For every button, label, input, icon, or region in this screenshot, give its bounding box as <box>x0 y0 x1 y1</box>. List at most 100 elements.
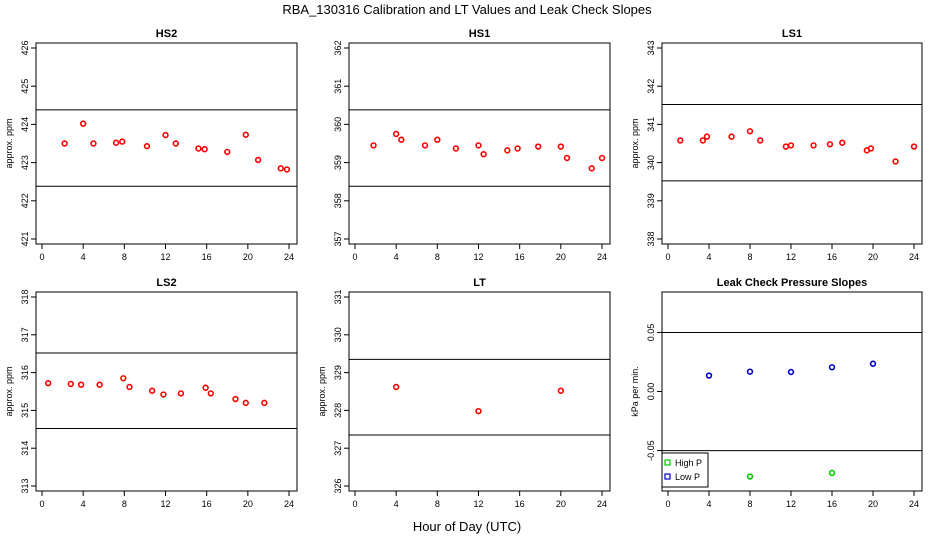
x-tick-label: 12 <box>786 252 796 262</box>
data-point <box>728 133 735 140</box>
panel-6: Leak Check Pressure Slopes 0 4 8 12 16 20 24 -0.… <box>630 277 923 509</box>
data-point <box>787 368 795 376</box>
x-tick-label: 24 <box>909 252 919 262</box>
data-point <box>703 133 711 140</box>
plot-frame <box>35 291 298 492</box>
panel-title: HS1 <box>469 28 490 40</box>
x-tick-label: 24 <box>284 252 294 262</box>
data-point <box>452 145 460 152</box>
x-tick-label: 16 <box>515 252 525 262</box>
x-tick-label: 16 <box>202 499 212 509</box>
panel-title: HS2 <box>156 28 177 40</box>
y-tick-label: 0.05 <box>646 324 656 342</box>
y-tick-label: 338 <box>646 231 656 246</box>
data-point <box>126 383 133 391</box>
data-point <box>787 142 795 149</box>
data-point <box>172 140 179 147</box>
legend-label: High P <box>675 458 702 468</box>
y-tick-label: 0.00 <box>646 383 656 401</box>
y-tick-label: -0.05 <box>646 440 656 461</box>
data-point <box>475 407 482 415</box>
y-tick-label: 341 <box>646 117 656 132</box>
x-tick-label: 4 <box>394 499 399 509</box>
data-point <box>195 145 202 152</box>
data-point <box>177 390 185 397</box>
plot-frame <box>348 291 611 492</box>
data-point <box>224 148 231 156</box>
data-point <box>254 156 262 164</box>
data-point <box>839 139 846 146</box>
x-tick-label: 0 <box>352 252 357 262</box>
data-point <box>392 383 400 391</box>
y-tick-label: 318 <box>20 289 30 304</box>
data-point <box>869 360 877 367</box>
y-tick-label: 326 <box>333 478 343 493</box>
data-point <box>67 380 75 388</box>
x-tick-label: 20 <box>243 499 253 509</box>
x-tick-label: 8 <box>122 499 127 509</box>
y-tick-label: 342 <box>646 79 656 94</box>
data-point <box>242 131 249 138</box>
data-point <box>826 141 834 148</box>
x-tick-label: 4 <box>394 252 399 262</box>
panel-title: LT <box>473 277 486 289</box>
data-point <box>112 139 120 146</box>
data-point <box>534 143 542 150</box>
panel-1: HS2 0 4 8 12 16 20 24 421 422 423 424 425 426 approx. … <box>4 28 298 262</box>
y-tick-label: 359 <box>333 155 343 170</box>
panel-title: LS1 <box>782 28 802 40</box>
panel-2: HS1 0 4 8 12 16 20 24 357 358 359 360 361 362 <box>333 28 611 262</box>
data-point <box>514 145 521 152</box>
x-tick-label: 8 <box>747 252 752 262</box>
data-point <box>588 165 595 172</box>
legend: High P Low P <box>661 452 709 488</box>
y-axis-label: approx. ppm <box>630 118 640 168</box>
panel-title: Leak Check Pressure Slopes <box>717 277 867 289</box>
y-axis-label: approx. ppm <box>317 366 327 416</box>
x-tick-label: 24 <box>597 252 607 262</box>
data-point <box>746 128 754 135</box>
data-point <box>90 140 97 147</box>
data-point <box>143 142 151 150</box>
data-point <box>757 137 764 144</box>
y-tick-label: 426 <box>20 40 30 55</box>
x-axis-label: Hour of Day (UTC) <box>413 519 521 534</box>
y-tick-label: 424 <box>20 117 30 132</box>
data-point <box>705 372 713 379</box>
y-tick-label: 329 <box>333 365 343 380</box>
x-tick-label: 0 <box>39 499 44 509</box>
x-tick-label: 12 <box>786 499 796 509</box>
y-tick-label: 422 <box>20 193 30 208</box>
y-tick-label: 327 <box>333 441 343 456</box>
x-tick-label: 0 <box>665 252 670 262</box>
data-point <box>61 140 68 147</box>
data-point <box>283 166 291 173</box>
data-point <box>261 399 268 407</box>
data-point <box>782 143 790 150</box>
data-point <box>160 391 167 398</box>
y-tick-label: 343 <box>646 40 656 55</box>
panel-3: LS1 0 4 8 12 16 20 24 338 339 340 341 342 343 approx. … <box>630 28 923 262</box>
x-tick-label: 0 <box>39 252 44 262</box>
data-point <box>242 399 249 407</box>
figure-title: RBA_130316 Calibration and LT Values and… <box>282 2 652 17</box>
x-tick-label: 4 <box>706 252 711 262</box>
data-point <box>828 364 836 371</box>
x-tick-label: 12 <box>160 499 170 509</box>
y-axis-label: kPa per min. <box>630 366 640 417</box>
y-tick-label: 317 <box>20 327 30 342</box>
data-point <box>810 142 817 149</box>
data-point <box>202 384 209 391</box>
x-tick-label: 20 <box>868 252 878 262</box>
x-tick-label: 24 <box>909 499 919 509</box>
data-point <box>746 368 754 375</box>
plot-frame <box>661 42 923 245</box>
y-tick-label: 357 <box>333 231 343 246</box>
x-tick-label: 16 <box>827 499 837 509</box>
x-tick-label: 24 <box>597 499 607 509</box>
data-point <box>910 143 918 150</box>
panel-5: LT 0 4 8 12 16 20 24 326 327 328 329 330 331 approx. p… <box>317 277 611 509</box>
legend-label: Low P <box>675 472 700 482</box>
